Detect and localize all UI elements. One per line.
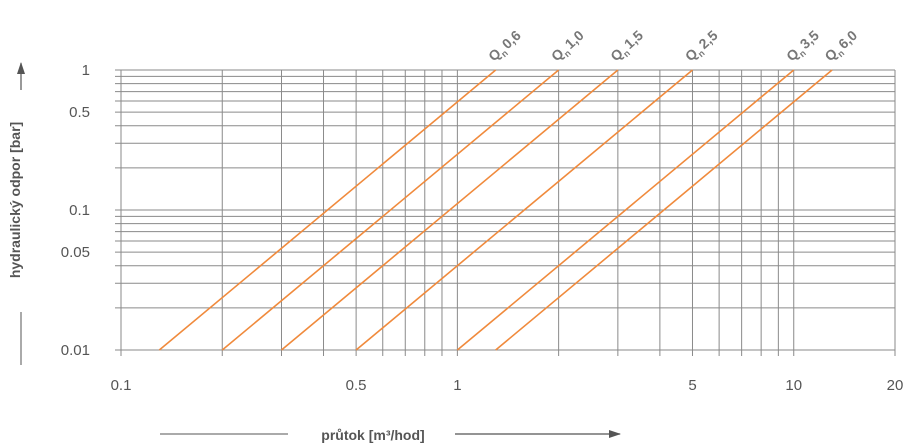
grid — [115, 69, 896, 356]
series-lines — [158, 69, 833, 351]
series-line — [355, 69, 693, 351]
x-tick-label: 0.5 — [346, 377, 367, 394]
y-tick-label: 1 — [82, 62, 90, 79]
y-axis-title: hydraulický odpor [bar] — [7, 122, 23, 278]
x-axis-title: průtok [m³/hod] — [321, 427, 424, 443]
series-label: Qn6,0 — [821, 27, 862, 67]
series-label: Qn1,5 — [607, 27, 648, 67]
y-tick-label: 0.01 — [61, 342, 90, 359]
y-tick-labels: 0.01 0.05 0.1 0.5 1 — [61, 62, 90, 359]
series-line — [456, 69, 795, 351]
series-label: Qn3,5 — [783, 27, 824, 67]
y-tick-label: 0.5 — [69, 104, 90, 121]
x-tick-label: 5 — [688, 377, 696, 394]
series-label: Qn1,0 — [548, 27, 589, 67]
y-tick-label: 0.1 — [69, 202, 90, 219]
x-tick-label: 10 — [785, 377, 802, 394]
x-tick-label: 20 — [887, 377, 904, 394]
y-tick-label: 0.05 — [61, 244, 90, 261]
x-tick-label: 1 — [453, 377, 461, 394]
x-tick-label: 0.1 — [111, 377, 132, 394]
series-line — [158, 69, 497, 351]
series-line — [280, 69, 619, 351]
series-label: Qn2,5 — [682, 27, 723, 67]
series-line — [495, 69, 833, 351]
x-tick-labels: 0.1 0.5 1 5 10 20 — [111, 377, 904, 394]
series-line — [221, 69, 560, 351]
series-label: Qn0,6 — [485, 27, 526, 67]
